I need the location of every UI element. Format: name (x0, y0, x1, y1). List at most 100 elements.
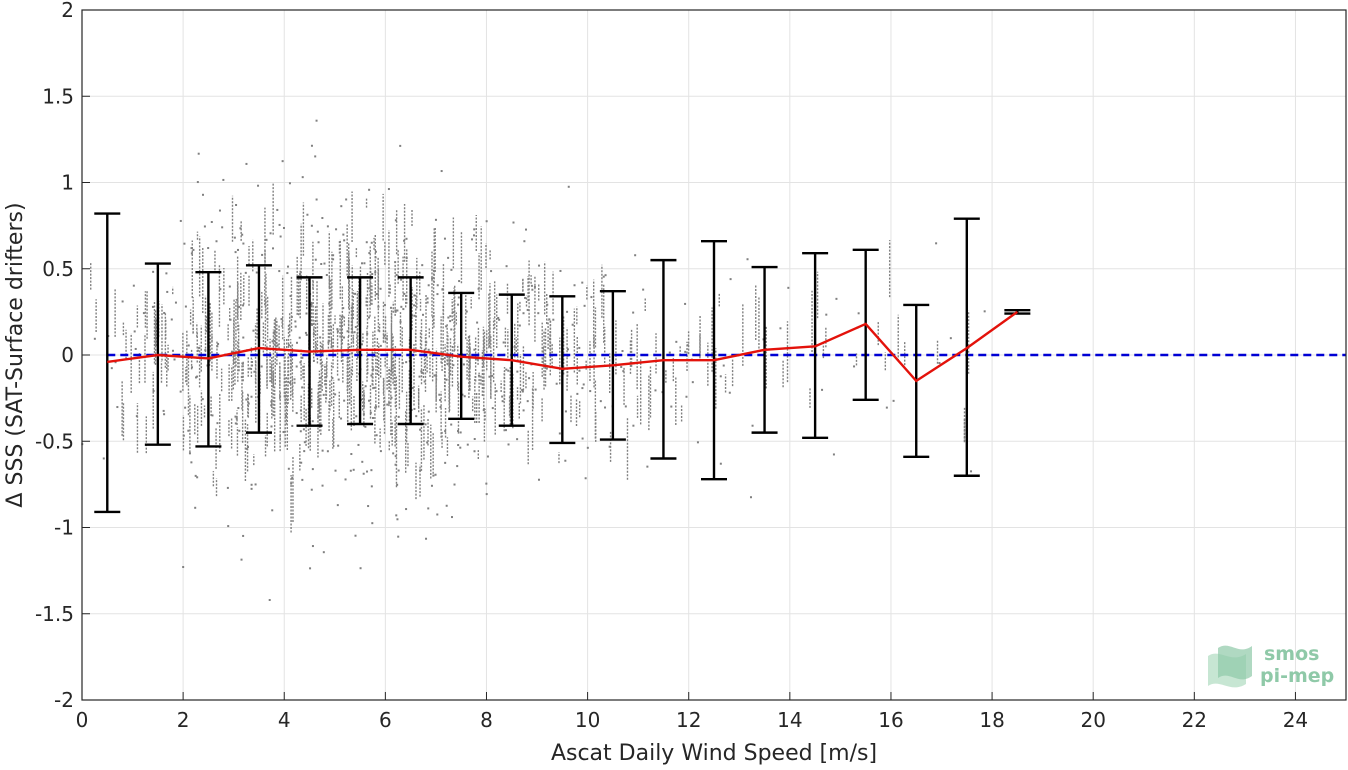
scatter-point (374, 250, 377, 253)
scatter-point (196, 181, 199, 184)
scatter-point (344, 478, 347, 481)
scatter-point (321, 449, 324, 452)
scatter-point (634, 254, 637, 257)
scatter-point (578, 346, 581, 349)
y-tick-label: 1 (61, 171, 74, 195)
scatter-point (362, 472, 365, 475)
scatter-point (548, 318, 551, 321)
scatter-point (386, 403, 389, 406)
scatter-point (312, 359, 315, 362)
scatter-point (235, 417, 238, 420)
scatter-point (599, 400, 602, 403)
scatter-point (394, 310, 397, 313)
scatter-point (282, 431, 285, 434)
scatter-point (825, 313, 828, 316)
scatter-point (219, 288, 222, 291)
scatter-point (375, 405, 378, 408)
scatter-point (531, 288, 534, 291)
scatter-point (321, 217, 324, 220)
x-tick-label: 0 (76, 708, 89, 732)
scatter-point (413, 314, 416, 317)
y-axis-ticks: -2 -1.5 -1 -0.5 0 0.5 1 1.5 2 (35, 0, 90, 712)
x-tick-label: 20 (1080, 708, 1105, 732)
scatter-point (303, 441, 306, 444)
scatter-point (400, 278, 403, 281)
scatter-point (322, 393, 325, 396)
scatter-point (485, 493, 488, 496)
scatter-point (581, 281, 584, 284)
scatter-point (546, 303, 549, 306)
scatter-point (345, 198, 348, 201)
scatter-point (170, 318, 173, 321)
scatter-point (151, 305, 154, 308)
scatter-point (362, 413, 365, 416)
scatter-point (171, 349, 174, 352)
scatter-point (142, 312, 145, 315)
scatter-point (522, 409, 525, 412)
scatter-point (457, 296, 460, 299)
scatter-point (310, 323, 313, 326)
scatter-point (269, 232, 272, 235)
scatter-point (190, 366, 193, 369)
scatter-point (779, 327, 782, 330)
scatter-point (182, 566, 185, 569)
scatter-point (286, 272, 289, 275)
scatter-point (620, 365, 623, 368)
scatter-point (405, 361, 408, 364)
scatter-point (444, 461, 447, 464)
scatter-point (375, 434, 378, 437)
scatter-point (179, 219, 182, 222)
scatter-point (233, 236, 236, 239)
scatter-point (415, 415, 418, 418)
scatter-point (134, 347, 137, 350)
scatter-point (394, 463, 397, 466)
x-axis-ticks: 0 2 4 6 8 10 12 14 16 18 20 22 24 (76, 692, 1308, 732)
scatter-point (355, 415, 358, 418)
scatter-point (538, 264, 541, 267)
scatter-point (371, 522, 374, 525)
scatter-point (332, 258, 335, 261)
scatter-point (238, 429, 241, 432)
scatter-point (545, 367, 548, 370)
scatter-point (668, 351, 671, 354)
x-tick-label: 6 (379, 708, 392, 732)
scatter-point (301, 356, 304, 359)
scatter-point (190, 252, 193, 255)
scatter-point (210, 221, 213, 224)
scatter-point (434, 218, 437, 221)
x-tick-label: 16 (878, 708, 903, 732)
scatter-point (451, 311, 454, 314)
scatter-point (234, 422, 237, 425)
scatter-point (250, 483, 253, 486)
scatter-point (392, 452, 395, 455)
scatter-point (426, 301, 429, 304)
scatter-point (250, 487, 253, 490)
scatter-point (604, 406, 607, 409)
scatter-point (835, 297, 838, 300)
scatter-point (507, 369, 510, 372)
scatter-point (421, 264, 424, 267)
scatter-point (187, 429, 190, 432)
scatter-point (473, 450, 476, 453)
scatter-point (201, 193, 204, 196)
scatter-point (337, 378, 340, 381)
scatter-point (187, 344, 190, 347)
mean-line (107, 310, 1019, 383)
scatter-point (415, 315, 418, 318)
scatter-point (453, 483, 456, 486)
scatter-point (326, 225, 329, 228)
scatter-point (368, 188, 371, 191)
scatter-point (495, 390, 498, 393)
scatter-point (252, 329, 255, 332)
scatter-point (654, 389, 657, 392)
scatter-point (299, 409, 302, 412)
scatter-point (436, 293, 439, 296)
scatter-point (622, 370, 625, 373)
scatter-point (197, 152, 200, 155)
scatter-point (295, 341, 298, 344)
scatter-point (387, 379, 390, 382)
scatter-point (257, 184, 260, 187)
scatter-point (295, 365, 298, 368)
x-tick-label: 14 (777, 708, 802, 732)
scatter-point (294, 320, 297, 323)
